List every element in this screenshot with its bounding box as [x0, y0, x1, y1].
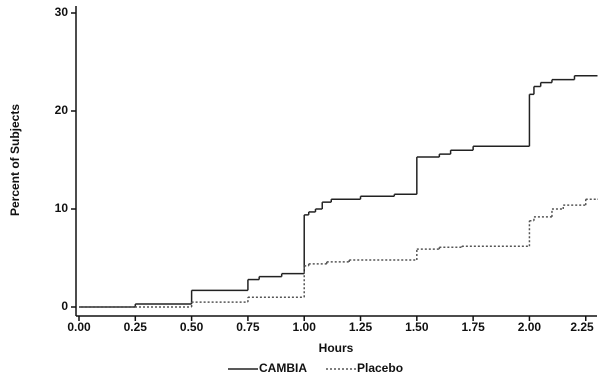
x-tick-label: 1.50 [405, 320, 429, 334]
x-tick-label: 0.50 [180, 320, 204, 334]
y-tick-label: 30 [55, 5, 69, 19]
y-tick-label: 0 [61, 299, 68, 313]
legend-label: CAMBIA [259, 361, 307, 375]
x-tick-label: 2.25 [570, 320, 594, 334]
x-tick-label: 2.00 [518, 320, 542, 334]
x-tick-label: 1.25 [349, 320, 373, 334]
x-tick-label: 1.75 [461, 320, 485, 334]
y-tick-label: 20 [55, 103, 69, 117]
x-tick-label: 0.25 [124, 320, 148, 334]
x-tick-label: 0.00 [67, 320, 91, 334]
y-tick-label: 10 [55, 201, 69, 215]
x-tick-label: 0.75 [236, 320, 260, 334]
legend-label: Placebo [357, 361, 403, 375]
x-tick-label: 1.00 [293, 320, 317, 334]
y-axis-label: Percent of Subjects [8, 104, 22, 216]
x-axis-label: Hours [319, 341, 354, 355]
